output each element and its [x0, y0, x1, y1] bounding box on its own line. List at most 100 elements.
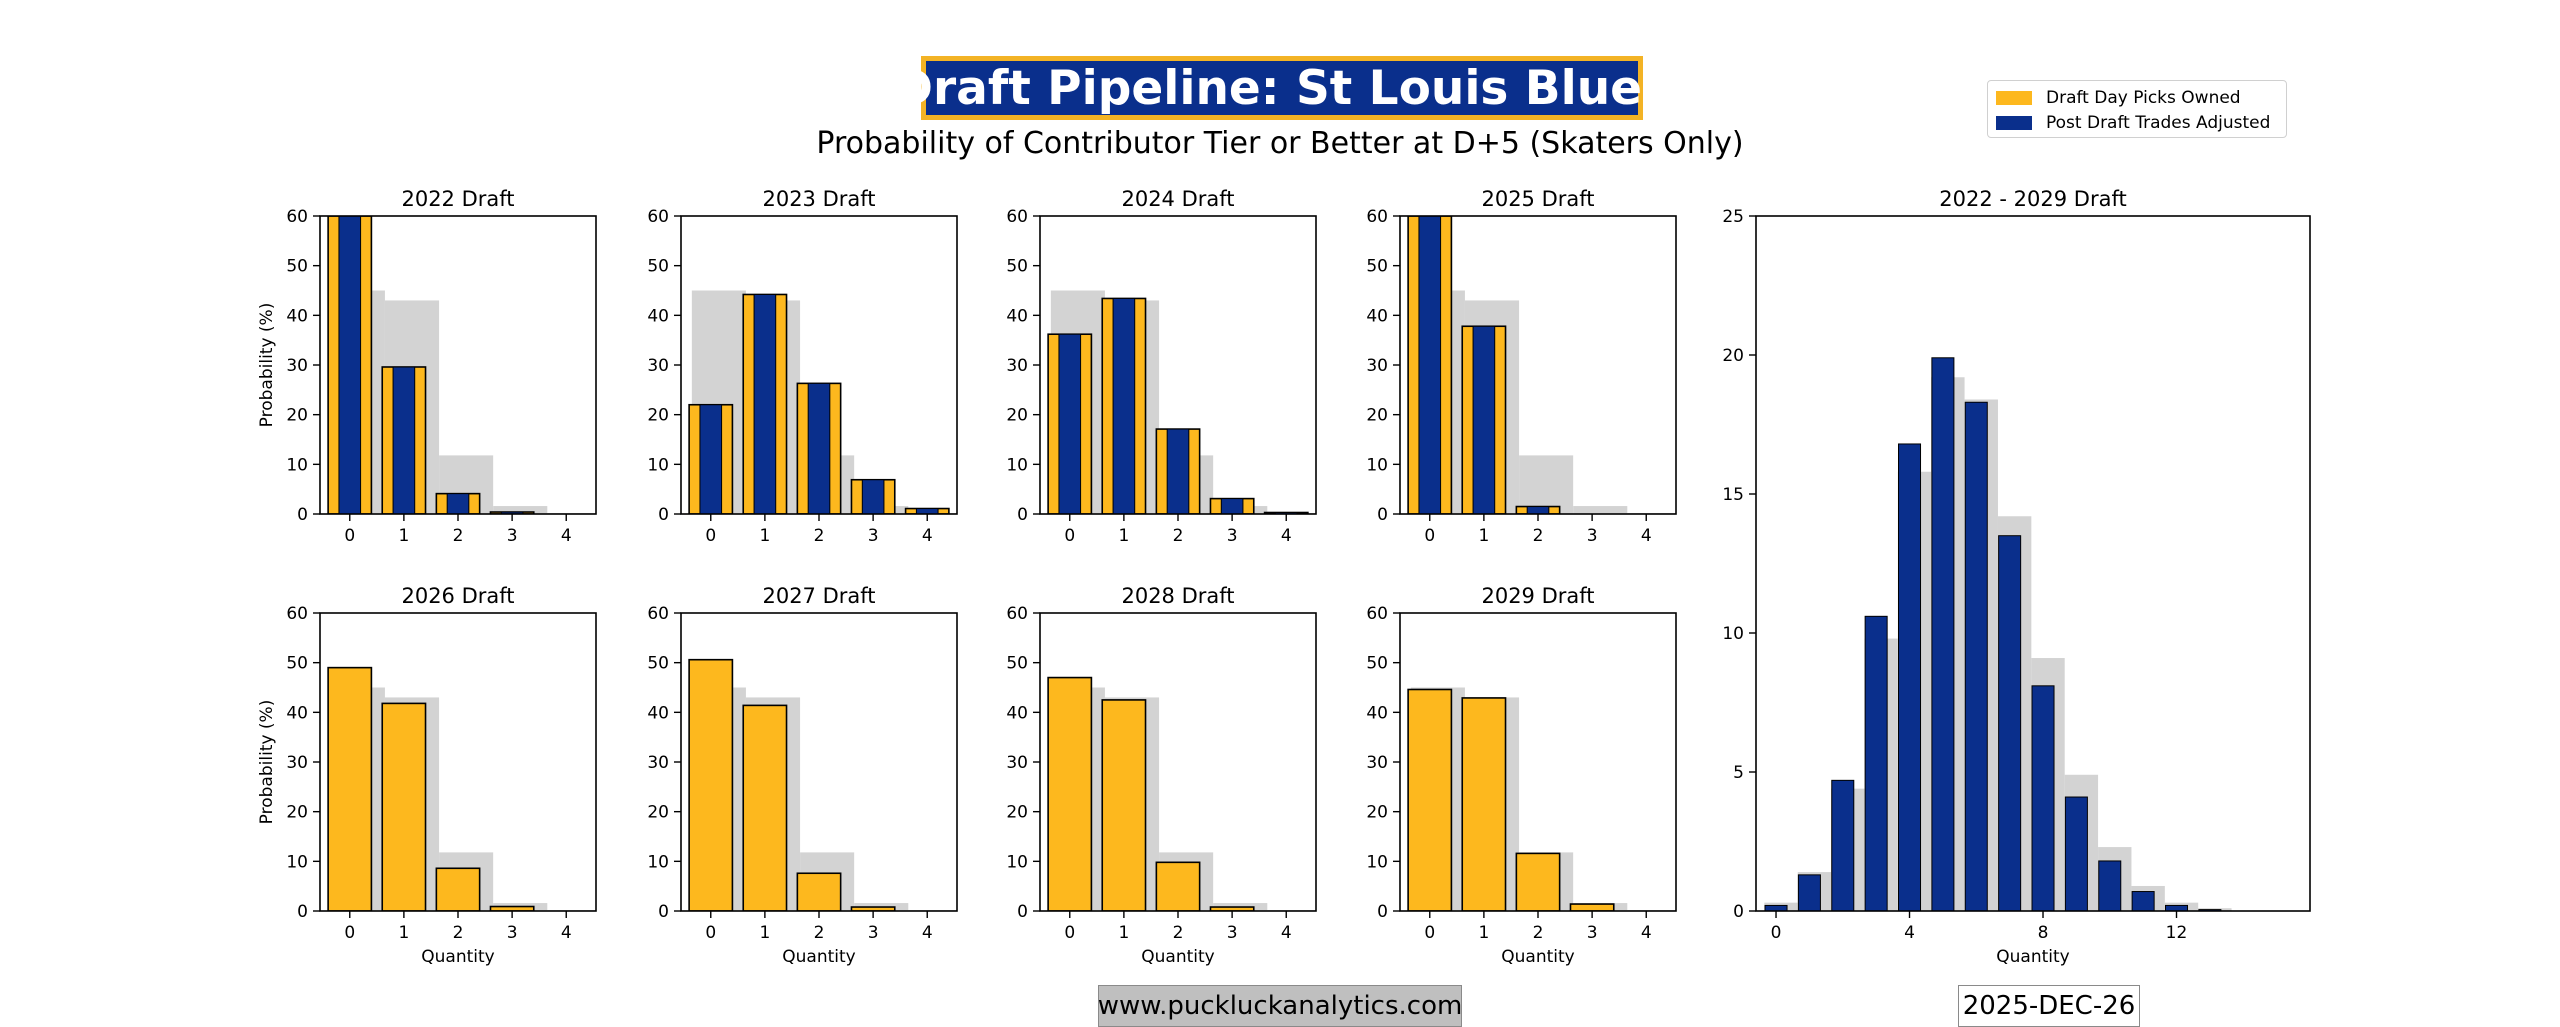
bar-post-trades: [753, 293, 777, 514]
bar-post-trades: [1831, 779, 1855, 911]
subplot-2022-draft: 0 10 20 30 40 50 60 0 1 2 3 4 2022 Draft Probability …: [257, 187, 597, 546]
x-tick-label: 3: [507, 923, 518, 943]
subplot-2026-draft: 0 10 20 30 40 50 60 0 1 2 3 4 2026 Draft Quantity Prob…: [257, 584, 597, 967]
bar-post-trades: [861, 479, 885, 514]
y-tick-label: 30: [1006, 356, 1028, 376]
bar-post-trades: [915, 508, 939, 514]
x-tick-label: 4: [1641, 526, 1652, 546]
bar-draft-day: [1407, 688, 1453, 911]
y-tick-label: 30: [647, 753, 669, 773]
bar-post-trades: [1898, 443, 1922, 911]
x-tick-label: 3: [1227, 923, 1238, 943]
x-tick-label: 4: [1904, 923, 1915, 943]
y-tick-label: 50: [1366, 257, 1388, 277]
y-tick-label: 5: [1733, 763, 1744, 783]
x-tick-label: 2: [453, 923, 464, 943]
bar-post-trades: [1472, 325, 1496, 514]
legend-item-post-trades: Post Draft Trades Adjusted: [1996, 110, 2286, 135]
x-tick-label: 4: [561, 526, 572, 546]
plot-area: [688, 290, 957, 514]
bar-post-trades: [1220, 498, 1244, 514]
bar-post-trades: [1864, 615, 1888, 911]
y-axis-label: Probability (%): [257, 303, 277, 428]
y-tick-label: 0: [297, 902, 308, 922]
y-tick-label: 20: [1006, 406, 1028, 426]
x-axis-label: Quantity: [421, 947, 494, 967]
y-tick-label: 50: [647, 654, 669, 674]
y-tick-label: 50: [1006, 257, 1028, 277]
x-axis-label: Quantity: [1141, 947, 1214, 967]
x-tick-label: 3: [868, 526, 879, 546]
bar-draft-day: [1461, 697, 1507, 911]
y-tick-label: 0: [658, 902, 669, 922]
subplot-2027-draft: 0 10 20 30 40 50 60 0 1 2 3 4 2027 Draft Quantity: [647, 584, 958, 967]
bar-draft-day: [1209, 906, 1255, 911]
x-tick-label: 0: [705, 526, 716, 546]
plot-area: [688, 658, 957, 911]
x-tick-label: 3: [868, 923, 879, 943]
y-tick-label: 60: [1366, 604, 1388, 624]
subplot-title: 2026 Draft: [401, 584, 514, 608]
bar-post-trades: [2164, 904, 2189, 911]
y-tick-label: 40: [647, 703, 669, 723]
y-tick-label: 50: [1366, 654, 1388, 674]
y-tick-label: 60: [286, 207, 308, 227]
y-tick-label: 60: [1366, 207, 1388, 227]
x-tick-label: 0: [1064, 526, 1075, 546]
x-tick-label: 3: [1587, 923, 1598, 943]
bar-draft-day: [381, 702, 427, 911]
x-tick-label: 2: [1173, 923, 1184, 943]
baseline-bar: [1519, 455, 1574, 514]
bar-post-trades: [1112, 297, 1136, 514]
subplot-title: 2027 Draft: [762, 584, 875, 608]
bar-draft-day: [796, 872, 842, 911]
y-tick-label: 10: [1366, 852, 1388, 872]
x-tick-label: 0: [1064, 923, 1075, 943]
bar-draft-day: [1515, 852, 1561, 911]
y-tick-label: 0: [1733, 902, 1744, 922]
x-tick-label: 4: [922, 526, 933, 546]
y-tick-label: 0: [1017, 505, 1028, 525]
bar-post-trades: [1764, 904, 1788, 911]
bar-post-trades: [2031, 685, 2055, 911]
plot-area: [1407, 687, 1676, 911]
plot-area: [1407, 216, 1676, 514]
bar-post-trades: [1931, 357, 1955, 911]
bar-draft-day: [435, 867, 481, 911]
bar-post-trades: [699, 404, 723, 514]
x-axis-label: Quantity: [782, 947, 855, 967]
y-tick-label: 60: [647, 207, 669, 227]
y-tick-label: 10: [1006, 852, 1028, 872]
y-tick-label: 20: [647, 803, 669, 823]
plot-area: [1047, 290, 1316, 514]
x-tick-label: 0: [344, 526, 355, 546]
y-tick-label: 30: [647, 356, 669, 376]
y-tick-label: 20: [647, 406, 669, 426]
y-tick-label: 50: [1006, 654, 1028, 674]
subplot-title: 2023 Draft: [762, 187, 875, 211]
bar-post-trades: [807, 382, 831, 514]
y-tick-label: 60: [1006, 207, 1028, 227]
x-tick-label: 1: [398, 923, 409, 943]
x-tick-label: 3: [507, 526, 518, 546]
bar-post-trades: [1998, 535, 2022, 911]
plot-area: [1047, 676, 1316, 911]
y-tick-label: 50: [647, 257, 669, 277]
y-tick-label: 40: [1006, 306, 1028, 326]
x-tick-label: 1: [1478, 923, 1489, 943]
bar-post-trades: [1058, 333, 1082, 514]
y-tick-label: 20: [1366, 803, 1388, 823]
legend-swatch-navy: [1996, 115, 2032, 130]
y-tick-label: 60: [286, 604, 308, 624]
bar-post-trades: [2064, 796, 2088, 911]
y-tick-label: 0: [1377, 902, 1388, 922]
x-tick-label: 2: [1533, 526, 1544, 546]
legend-label: Draft Day Picks Owned: [2046, 87, 2241, 108]
subplot-2023-draft: 0 10 20 30 40 50 60 0 1 2 3 4 2023 Draft: [647, 187, 958, 546]
y-tick-label: 10: [647, 852, 669, 872]
axes-frame: [1755, 215, 2311, 912]
page-subtitle: Probability of Contributor Tier or Bette…: [816, 126, 1744, 161]
subplot-2029-draft: 0 10 20 30 40 50 60 0 1 2 3 4 2029 Draft Quantity: [1366, 584, 1677, 967]
y-tick-label: 50: [286, 654, 308, 674]
y-tick-label: 20: [1366, 406, 1388, 426]
